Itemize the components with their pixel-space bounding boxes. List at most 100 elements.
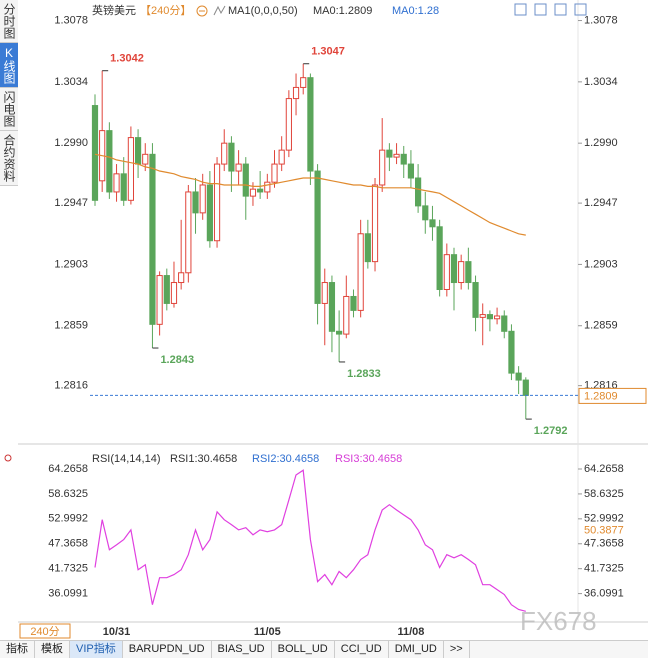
candle-body <box>185 191 192 274</box>
candle-body <box>522 379 529 396</box>
candle-body <box>206 184 213 242</box>
y-tick-label: 58.6325 <box>48 488 88 500</box>
legend-text: RSI2:30.4658 <box>252 453 319 465</box>
y-tick-label: 52.9992 <box>584 513 624 525</box>
candle-body <box>221 142 228 165</box>
candle-body <box>486 314 493 320</box>
y-tick-label: 47.3658 <box>48 538 88 550</box>
tool-icon[interactable] <box>574 3 587 16</box>
indicator-icon <box>213 5 226 16</box>
y-tick-label: 41.7325 <box>48 563 88 575</box>
y-tick-label: 64.2658 <box>584 463 624 475</box>
tool-icon[interactable] <box>534 3 547 16</box>
candle-body <box>213 163 221 242</box>
footer-tab[interactable]: >> <box>444 641 470 658</box>
sidebar: 分时图 K线图 闪电图 合约资料 <box>0 0 18 186</box>
candle-body <box>328 282 336 332</box>
chart-title: 英镑美元 <box>92 3 136 17</box>
candle-body <box>314 170 321 304</box>
footer-tab[interactable]: VIP指标 <box>70 641 123 658</box>
legend-text: RSI1:30.4658 <box>170 453 237 465</box>
annotation: 1.3042 <box>110 53 144 65</box>
candle-body <box>429 219 436 228</box>
candle-body <box>472 282 479 318</box>
candle-body <box>271 163 278 183</box>
toolbar <box>514 3 587 16</box>
candle-body <box>120 173 127 201</box>
footer-tab[interactable]: BARUPDN_UD <box>123 641 212 658</box>
footer-tab[interactable]: 指标 <box>0 641 35 658</box>
rsi-line <box>94 469 526 612</box>
candle-body <box>501 315 508 332</box>
sidebar-tab[interactable]: 闪电图 <box>0 88 18 131</box>
sidebar-tab[interactable]: K线图 <box>0 43 18 88</box>
period: 【240分】 <box>140 4 191 17</box>
period-label: 240分 <box>30 625 59 638</box>
indicator: MA1(0,0,0,50) <box>228 5 298 17</box>
candle-body <box>235 163 242 172</box>
toggle-icon[interactable] <box>196 5 208 17</box>
candle-body <box>407 163 415 179</box>
candle-body <box>458 261 465 284</box>
footer-tab[interactable]: CCI_UD <box>335 641 389 658</box>
period-box[interactable] <box>19 623 71 639</box>
last-price-box <box>578 387 647 404</box>
legend-text: MA0:1.2809 <box>313 5 372 17</box>
candle-body <box>321 282 328 304</box>
candle-body <box>292 86 300 100</box>
tool-icon[interactable] <box>554 3 567 16</box>
watermark: FX678 <box>520 606 597 636</box>
annotation: 1.2833 <box>347 368 381 380</box>
candle-body <box>278 149 285 165</box>
annotation: 1.2843 <box>160 354 194 366</box>
y-tick-label: 1.2816 <box>54 380 88 392</box>
candle-body <box>436 226 443 290</box>
y-tick-label: 1.2859 <box>54 320 88 332</box>
candle-body <box>415 177 422 207</box>
candle-body <box>450 254 458 284</box>
footer-tab[interactable]: BIAS_UD <box>212 641 272 658</box>
footer-tabs: 指标 模板 VIP指标 BARUPDN_UD BIAS_UD BOLL_UD CCI_UD D… <box>0 640 648 658</box>
candle-body <box>493 315 501 320</box>
x-tick-label: 10/31 <box>103 626 131 638</box>
y-tick-label: 64.2658 <box>48 463 88 475</box>
sidebar-tab[interactable]: 分时图 <box>0 0 18 43</box>
candle-body <box>127 137 135 201</box>
y-tick-label: 1.3078 <box>584 14 618 26</box>
tool-icon[interactable] <box>514 3 527 16</box>
candle-body <box>379 149 386 186</box>
candle-body <box>479 314 486 318</box>
y-tick-label: 47.3658 <box>584 538 624 550</box>
y-tick-label: 1.3034 <box>54 76 88 88</box>
candle-body <box>257 188 264 193</box>
candle-body <box>371 184 379 263</box>
y-tick-label: 1.2859 <box>584 320 618 332</box>
candle-body <box>134 137 142 165</box>
candle-body <box>357 233 364 311</box>
candle-body <box>515 372 522 381</box>
candle-body <box>465 261 472 284</box>
candle-body <box>149 153 156 325</box>
footer-tab[interactable]: DMI_UD <box>389 641 444 658</box>
candle-body <box>106 130 113 193</box>
settings-icon[interactable] <box>4 454 12 462</box>
legend-text: RSI3:30.4658 <box>335 453 402 465</box>
y-tick-label: 1.2990 <box>584 137 618 149</box>
candle-body <box>350 295 357 311</box>
candle-body <box>170 282 178 304</box>
footer-tab[interactable]: 模板 <box>35 641 70 658</box>
y-tick-label: 58.6325 <box>584 488 624 500</box>
legend-text: MA0:1.28 <box>392 5 439 17</box>
y-tick-label: 52.9992 <box>48 513 88 525</box>
candle-body <box>156 275 163 325</box>
candle-body <box>178 272 185 284</box>
candle-body <box>443 254 450 290</box>
sidebar-tab[interactable]: 合约资料 <box>0 131 18 186</box>
footer-tab[interactable]: BOLL_UD <box>272 641 335 658</box>
x-tick-label: 11/05 <box>254 626 281 638</box>
candle-body <box>508 330 515 374</box>
current-value: 50.3877 <box>584 524 624 536</box>
